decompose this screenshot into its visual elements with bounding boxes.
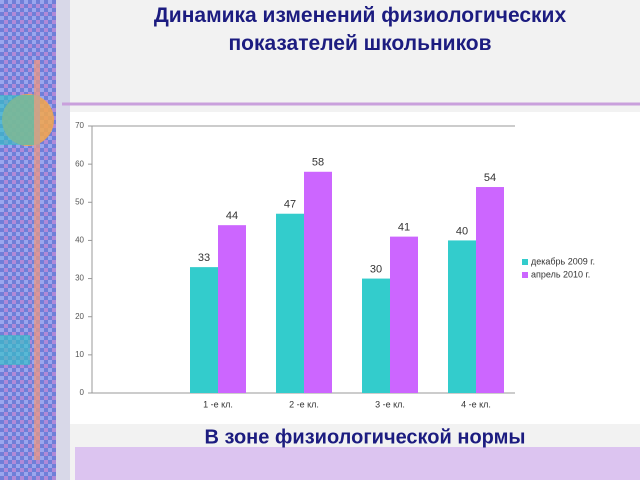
bar xyxy=(390,236,418,393)
y-tick-label: 0 xyxy=(80,388,85,397)
decor-block xyxy=(0,95,40,145)
y-tick-label: 60 xyxy=(75,159,84,168)
chart-title: Динамика изменений физиологических показ… xyxy=(153,4,567,55)
legend-label: декабрь 2009 г. xyxy=(531,256,595,266)
y-tick-label: 50 xyxy=(75,197,84,206)
bar xyxy=(476,187,504,393)
annotation: В зоне физиологической нормы xyxy=(205,426,526,448)
bar xyxy=(190,267,218,393)
value-label: 44 xyxy=(226,210,238,222)
value-label: 58 xyxy=(312,157,324,169)
bar xyxy=(304,171,332,393)
value-label: 33 xyxy=(198,252,210,264)
y-tick-label: 70 xyxy=(75,121,84,130)
y-tick-label: 20 xyxy=(75,312,84,321)
value-label: 54 xyxy=(484,172,496,184)
value-label: 41 xyxy=(398,222,410,234)
bar xyxy=(448,240,476,393)
title-box: Динамика изменений физиологических показ… xyxy=(153,4,567,55)
decor-strip xyxy=(0,0,56,480)
legend-label: апрель 2010 г. xyxy=(531,269,590,279)
decor-bar xyxy=(34,60,40,460)
decor-block xyxy=(0,335,30,365)
value-label: 30 xyxy=(370,263,382,275)
bar xyxy=(218,225,246,393)
x-tick-label: 1 -е кл. xyxy=(203,399,233,409)
legend-swatch xyxy=(522,259,528,265)
chart-area xyxy=(70,112,640,424)
x-tick-label: 3 -е кл. xyxy=(375,399,405,409)
bar xyxy=(362,278,390,393)
decor-shadow xyxy=(56,0,70,480)
y-tick-label: 30 xyxy=(75,274,84,283)
bar xyxy=(276,213,304,393)
value-label: 40 xyxy=(456,225,468,237)
legend-swatch xyxy=(522,272,528,278)
x-tick-label: 4 -е кл. xyxy=(461,399,491,409)
x-tick-label: 2 -е кл. xyxy=(289,399,319,409)
footer-band xyxy=(75,447,640,480)
y-tick-label: 10 xyxy=(75,350,84,359)
y-tick-label: 40 xyxy=(75,236,84,245)
value-label: 47 xyxy=(284,199,296,211)
